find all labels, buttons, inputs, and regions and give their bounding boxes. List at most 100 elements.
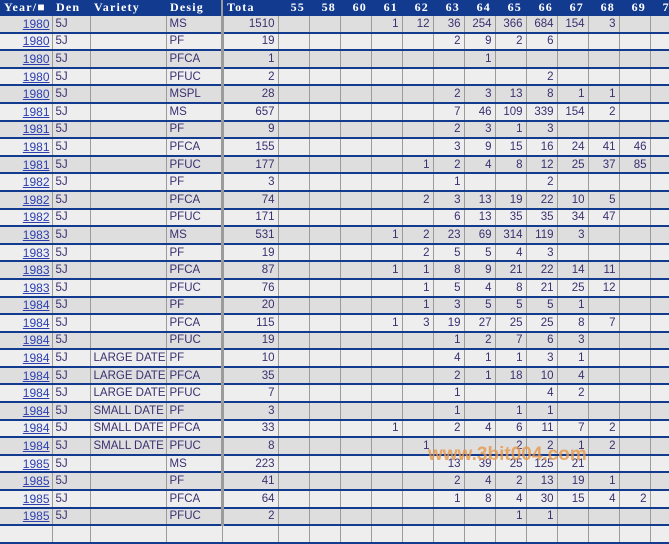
cell-year[interactable]: 1984 [0, 402, 53, 421]
table-row[interactable]: 1983 5J PFUC 76 1 5 4 8 21 25 12 [0, 278, 669, 298]
table-row[interactable]: 1985 5J PFCA 64 1 8 4 30 15 4 2 [0, 490, 669, 509]
table-row[interactable]: 1985 5J MS 223 13 39 25 125 21 [0, 454, 669, 474]
table-row[interactable]: 1985 5J PF 41 2 4 2 13 19 1 [0, 472, 669, 492]
cell-year[interactable]: 1981 [0, 120, 53, 140]
cell-year[interactable]: 1984 [0, 314, 53, 333]
cell-year[interactable]: 1980 [0, 67, 53, 87]
column-header-69[interactable]: 69 [619, 0, 650, 16]
cell-year[interactable]: 1982 [0, 190, 53, 210]
column-header-70[interactable]: 70 [650, 0, 669, 16]
cell-grade-60 [340, 50, 372, 69]
table-row[interactable]: 1980 5J MS 1510 1 12 36 254 366 684 154 3 [0, 16, 669, 34]
column-header-variety[interactable]: Variety [90, 0, 166, 16]
cell-year[interactable]: 1985 [0, 454, 53, 474]
column-header-58[interactable]: 58 [309, 0, 340, 16]
cell-grade-61 [371, 366, 403, 386]
cell-grade-70 [650, 402, 669, 421]
cell-year[interactable]: 1983 [0, 261, 53, 280]
column-header-total[interactable]: Tota [221, 0, 278, 16]
table-row[interactable]: 1984 5J SMALL DATE PFCA 33 1 2 4 6 11 7 2 [0, 419, 669, 439]
cell-grade-55 [278, 437, 310, 456]
table-row[interactable]: 1981 5J MS 657 7 46 109 339 154 2 [0, 102, 669, 122]
cell-year[interactable]: 1984 [0, 296, 53, 316]
column-header-67[interactable]: 67 [557, 0, 588, 16]
column-header-den[interactable]: Den [52, 0, 90, 16]
cell-designation: PF [166, 472, 224, 492]
column-header-60[interactable]: 60 [340, 0, 371, 16]
cell-year[interactable]: 1984 [0, 437, 53, 456]
cell-year[interactable]: 1981 [0, 102, 53, 122]
column-header-63[interactable]: 63 [433, 0, 464, 16]
cell-grade-70 [650, 120, 669, 140]
cell-year[interactable]: 1985 [0, 507, 53, 527]
cell-grade-65: 1 [495, 120, 527, 140]
cell-year[interactable]: 1985 [0, 472, 53, 492]
cell-grade-64: 8 [464, 490, 496, 509]
table-row[interactable]: 1982 5J PF 3 1 2 [0, 173, 669, 192]
cell-grade-70 [650, 261, 669, 280]
table-row[interactable]: 1982 5J PFCA 74 2 3 13 19 22 10 5 [0, 190, 669, 210]
column-header-68[interactable]: 68 [588, 0, 619, 16]
table-row[interactable]: 1983 5J PFCA 87 1 1 8 9 21 22 14 11 [0, 261, 669, 280]
cell-grade-60 [340, 331, 372, 351]
column-header-62[interactable]: 62 [402, 0, 433, 16]
cell-year[interactable]: 1984 [0, 349, 53, 368]
cell-designation: PFCA [166, 261, 224, 280]
cell-den: 5J [52, 384, 91, 404]
column-header-65[interactable]: 65 [495, 0, 526, 16]
cell-year[interactable]: 1984 [0, 384, 53, 404]
cell-grade-58 [309, 261, 341, 280]
table-row[interactable]: 1982 5J PFUC 171 6 13 35 35 34 47 [0, 208, 669, 228]
column-header-61[interactable]: 61 [371, 0, 402, 16]
table-row[interactable]: 1984 5J PFCA 115 1 3 19 27 25 25 8 7 [0, 314, 669, 333]
table-row[interactable]: 1983 5J MS 531 1 2 23 69 314 119 3 [0, 226, 669, 245]
column-header-desig[interactable]: Desig [166, 0, 222, 16]
cell-year[interactable]: 1980 [0, 50, 53, 69]
cell-grade-58 [309, 50, 341, 69]
table-row[interactable]: 1980 5J PFCA 1 1 [0, 50, 669, 69]
cell-year[interactable]: 1984 [0, 366, 53, 386]
cell-year[interactable]: 1980 [0, 32, 53, 52]
cell-total: 531 [222, 226, 279, 245]
cell-year[interactable]: 1982 [0, 208, 53, 228]
cell-year[interactable]: 1983 [0, 226, 53, 245]
table-row[interactable]: 1980 5J PFUC 2 2 [0, 67, 669, 87]
cell-year[interactable]: 1981 [0, 155, 53, 175]
cell-grade-55 [278, 349, 310, 368]
column-header-64[interactable]: 64 [464, 0, 495, 16]
table-row[interactable]: 1980 5J MSPL 28 2 3 13 8 1 1 [0, 85, 669, 104]
table-row[interactable]: 1981 5J PFCA 155 3 9 15 16 24 41 46 [0, 138, 669, 157]
cell-year[interactable]: 1983 [0, 278, 53, 298]
table-row[interactable]: 1984 5J LARGE DATE PFCA 35 2 1 18 10 4 [0, 366, 669, 386]
cell-grade-68: 11 [588, 261, 620, 280]
cell-year[interactable]: 1984 [0, 419, 53, 439]
cell-year[interactable]: 1981 [0, 138, 53, 157]
cell-year[interactable]: 1985 [0, 490, 53, 509]
cell-year[interactable]: 1982 [0, 173, 53, 192]
cell-grade-55 [278, 402, 310, 421]
cell-year[interactable]: 1984 [0, 331, 53, 351]
cell-grade-61 [371, 32, 403, 52]
cell-grade-69 [619, 366, 651, 386]
cell-grade-58 [309, 419, 341, 439]
cell-year[interactable]: 1980 [0, 16, 53, 34]
cell-grade-63: 2 [433, 155, 465, 175]
cell-year[interactable]: 1983 [0, 243, 53, 263]
cell-grade-65: 25 [495, 314, 527, 333]
column-header-year[interactable]: Year/■ [0, 0, 52, 16]
column-header-66[interactable]: 66 [526, 0, 557, 16]
cell-year[interactable]: 1980 [0, 85, 53, 104]
column-header-55[interactable]: 55 [278, 0, 309, 16]
